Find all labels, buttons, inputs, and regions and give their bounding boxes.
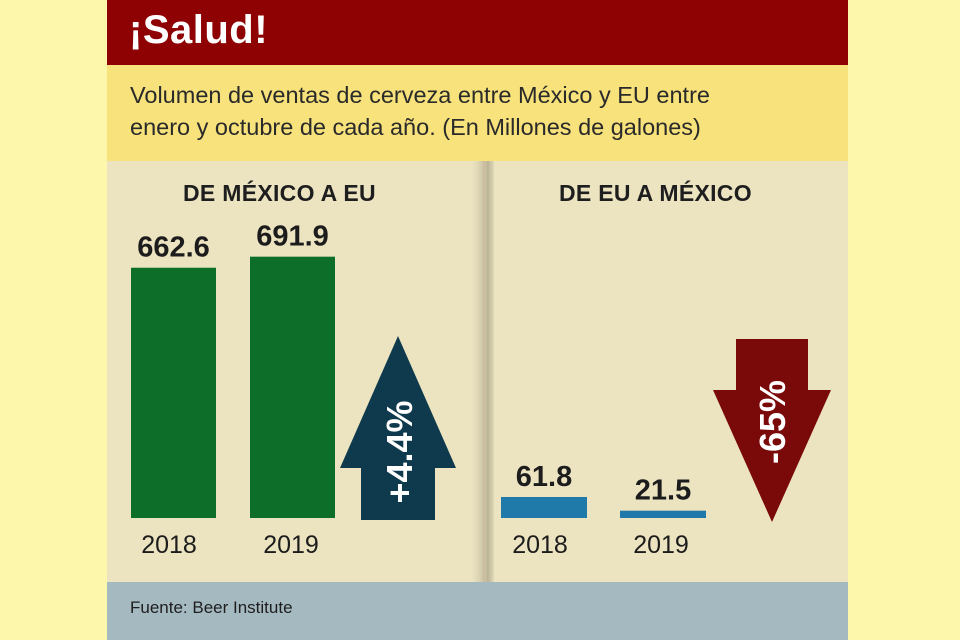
bar-us-to-mexico-2019	[620, 510, 706, 518]
year-label-us-to-mexico-2019: 2019	[633, 531, 689, 559]
page-title: ¡Salud!	[129, 8, 269, 52]
bar-mexico-to-us-2018	[131, 267, 216, 518]
change-label-mexico-to-us: +4.4%	[379, 400, 420, 503]
panel-divider	[483, 161, 487, 582]
infographic-card: ¡Salud! Volumen de ventas de cerveza ent…	[107, 0, 848, 640]
subtitle-line-1: Volumen de ventas de cerveza entre Méxic…	[130, 82, 710, 108]
panel-title-us-to-mexico: DE EU A MÉXICO	[559, 180, 752, 206]
value-label-us-to-mexico-2018: 61.8	[516, 461, 572, 493]
change-label-us-to-mexico: -65%	[752, 380, 793, 464]
value-label-mexico-to-us-2018: 662.6	[137, 232, 210, 264]
title-bar: ¡Salud!	[107, 0, 848, 65]
year-label-mexico-to-us-2019: 2019	[263, 531, 319, 559]
value-label-us-to-mexico-2019: 21.5	[635, 475, 691, 507]
panel-title-mexico-to-us: DE MÉXICO A EU	[183, 180, 376, 206]
year-label-us-to-mexico-2018: 2018	[512, 531, 568, 559]
bar-us-to-mexico-2018	[501, 497, 587, 518]
arrow-down-icon	[713, 339, 831, 522]
subtitle-line-2: enero y octubre de cada año. (En Millone…	[130, 114, 701, 140]
subtitle-band: Volumen de ventas de cerveza entre Méxic…	[107, 65, 848, 161]
bar-mexico-to-us-2019	[250, 256, 335, 518]
source-note: Fuente: Beer Institute	[130, 598, 293, 617]
year-label-mexico-to-us-2018: 2018	[141, 531, 197, 559]
footer: Fuente: Beer Institute	[107, 582, 848, 640]
arrow-up-icon	[340, 336, 456, 520]
value-label-mexico-to-us-2019: 691.9	[256, 221, 329, 253]
subtitle: Volumen de ventas de cerveza entre Méxic…	[130, 79, 830, 143]
